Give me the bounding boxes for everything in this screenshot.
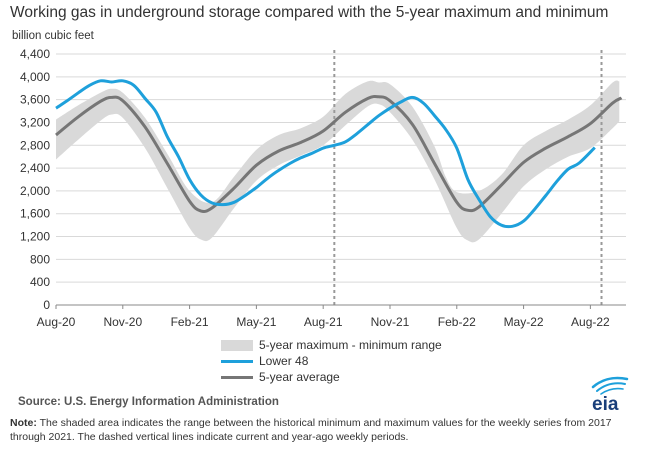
y-tick-label: 2,000 [20,184,50,198]
five-year-average-line [55,94,623,213]
source-text: Source: U.S. Energy Information Administ… [18,396,279,408]
note-text: Note: The shaded area indicates the rang… [10,416,650,444]
eia-logo: eia [591,376,629,413]
legend-item-range: 5-year maximum - minimum range [221,337,442,353]
y-axis-label: billion cubic feet [12,30,94,42]
y-tick-label: 0 [43,298,50,312]
legend-item-lower48: Lower 48 [221,353,442,369]
lower-48-line [55,79,596,229]
lower-48-swatch [221,359,253,363]
y-tick-label: 4,400 [20,47,50,61]
dashed-vlines [333,50,603,305]
y-tick-label: 2,400 [20,161,50,175]
range-swatch [221,339,253,351]
legend-item-average: 5-year average [221,369,442,385]
x-tick-label: May-22 [504,315,544,329]
x-tick-label: May-21 [236,315,276,329]
x-tick-label: Nov-20 [103,315,142,329]
legend-label-range: 5-year maximum - minimum range [259,338,442,352]
y-tick-label: 400 [30,275,50,289]
x-tick-label: Feb-22 [438,315,476,329]
y-tick-label: 2,800 [20,138,50,152]
chart-title: Working gas in underground storage compa… [10,4,609,21]
eia-logo-text: eia [592,394,619,413]
y-tick-label: 3,600 [20,93,50,107]
legend-label-average: 5-year average [259,370,340,384]
y-tick-label: 800 [30,252,50,266]
legend: 5-year maximum - minimum range Lower 48 … [221,337,442,385]
max-min-range-band [56,80,620,243]
y-tick-label: 3,200 [20,115,50,129]
x-tick-label: Feb-21 [171,315,209,329]
y-tick-labels: 0 400 800 1,200 1,600 2,000 2,400 2,800 3,200 3,6… [20,47,50,312]
note-label: Note: [10,417,37,429]
x-tick-label: Aug-22 [571,315,610,329]
y-tick-label: 4,000 [20,70,50,84]
x-tick-label: Aug-21 [304,315,343,329]
average-swatch [221,375,253,379]
note-body: The shaded area indicates the range betw… [10,417,612,443]
y-tick-label: 1,600 [20,207,50,221]
y-tick-label: 1,200 [20,230,50,244]
x-tick-label: Aug-20 [37,315,76,329]
x-tick-label: Nov-21 [371,315,410,329]
legend-label-lower48: Lower 48 [259,354,309,368]
x-tick-labels: Aug-20 Nov-20 Feb-21 May-21 Aug-21 Nov-21 Feb-… [37,305,610,329]
